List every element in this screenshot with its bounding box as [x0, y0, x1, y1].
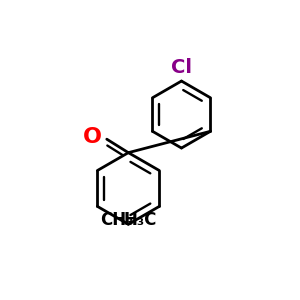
- Text: Cl: Cl: [171, 58, 192, 77]
- Text: O: O: [83, 127, 102, 147]
- Text: H₃C: H₃C: [123, 212, 157, 230]
- Text: CH₃: CH₃: [100, 212, 134, 230]
